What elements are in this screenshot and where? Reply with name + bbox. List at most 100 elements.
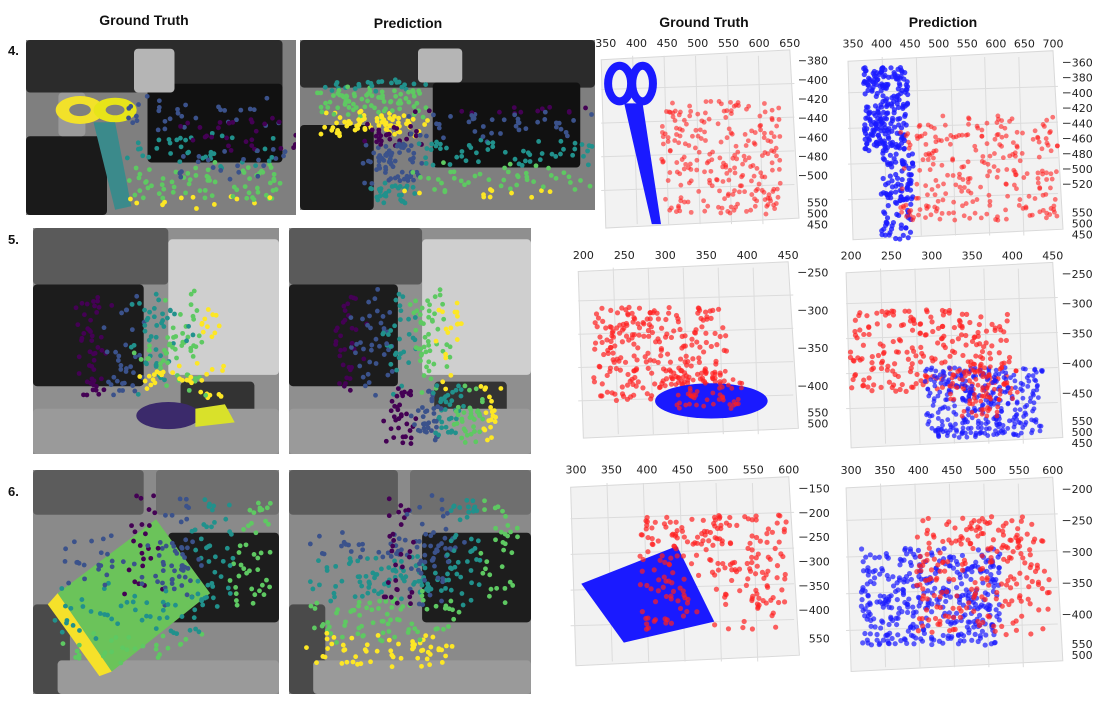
row-label-6: 6.	[8, 484, 19, 499]
svg-text:450: 450	[1042, 249, 1063, 262]
svg-text:250: 250	[614, 249, 635, 262]
svg-text:440: 440	[807, 112, 828, 125]
svg-text:400: 400	[737, 249, 758, 262]
row-label-5: 5.	[8, 232, 19, 247]
svg-text:450: 450	[657, 37, 678, 50]
plot-3d-r6-prediction: 300 350 400 450 500 550 600 200 250 300 350 400 550 5…	[836, 462, 1093, 678]
plot-3d-r5-prediction: 200 250 300 350 400 450 250 300 350 400 450 550 500 4…	[836, 248, 1093, 454]
svg-text:300: 300	[809, 555, 830, 568]
svg-text:500: 500	[1072, 426, 1093, 439]
svg-text:550: 550	[807, 407, 828, 420]
svg-text:500: 500	[1072, 649, 1093, 662]
svg-text:350: 350	[843, 38, 864, 51]
svg-text:450: 450	[941, 464, 962, 477]
svg-text:250: 250	[807, 266, 828, 279]
svg-text:600: 600	[1042, 464, 1063, 477]
svg-text:550: 550	[1072, 415, 1093, 428]
svg-text:550: 550	[1009, 464, 1030, 477]
svg-text:400: 400	[1002, 249, 1023, 262]
svg-text:350: 350	[1072, 328, 1093, 341]
svg-text:420: 420	[807, 93, 828, 106]
svg-text:300: 300	[565, 464, 586, 477]
svg-text:400: 400	[809, 604, 830, 617]
depth-image-r4-prediction	[300, 40, 595, 210]
plot-3d-r6-ground-truth: 300 350 400 450 500 550 600 150 200 250 300 350 400 5…	[560, 462, 830, 672]
svg-text:300: 300	[1072, 298, 1093, 311]
svg-text:520: 520	[1072, 178, 1093, 191]
svg-text:400: 400	[1072, 87, 1093, 100]
header-prediction-3d: Prediction	[908, 14, 978, 30]
svg-text:450: 450	[778, 249, 799, 262]
svg-text:450: 450	[1072, 229, 1093, 242]
svg-text:400: 400	[908, 464, 929, 477]
svg-text:350: 350	[809, 580, 830, 593]
svg-text:200: 200	[1072, 483, 1093, 496]
svg-text:250: 250	[1072, 515, 1093, 528]
svg-text:200: 200	[841, 249, 862, 262]
svg-text:350: 350	[874, 464, 895, 477]
svg-text:400: 400	[807, 74, 828, 87]
svg-text:500: 500	[807, 207, 828, 220]
svg-text:400: 400	[1072, 357, 1093, 370]
svg-text:300: 300	[1072, 546, 1093, 559]
header-ground-truth-3d: Ground Truth	[659, 14, 749, 30]
svg-text:450: 450	[900, 38, 921, 51]
svg-text:500: 500	[975, 464, 996, 477]
header-ground-truth-depth: Ground Truth	[99, 12, 189, 28]
svg-text:200: 200	[573, 249, 594, 262]
svg-text:550: 550	[809, 633, 830, 646]
svg-text:450: 450	[1072, 387, 1093, 400]
svg-text:350: 350	[696, 249, 717, 262]
depth-image-r5-ground-truth	[33, 228, 279, 454]
svg-text:550: 550	[957, 38, 978, 51]
svg-text:600: 600	[778, 464, 799, 477]
svg-text:250: 250	[881, 249, 902, 262]
svg-text:300: 300	[807, 304, 828, 317]
svg-text:450: 450	[672, 464, 693, 477]
svg-text:300: 300	[655, 249, 676, 262]
svg-text:420: 420	[1072, 102, 1093, 115]
svg-text:500: 500	[928, 38, 949, 51]
svg-text:500: 500	[807, 418, 828, 431]
svg-text:450: 450	[807, 218, 828, 231]
svg-text:600: 600	[985, 38, 1006, 51]
depth-image-r5-prediction	[289, 228, 531, 454]
svg-text:150: 150	[809, 482, 830, 495]
svg-text:700: 700	[1043, 38, 1064, 51]
svg-text:550: 550	[1072, 207, 1093, 220]
plot-3d-r5-ground-truth: 200 250 300 350 400 450 250 300 350 400 550 500	[568, 248, 828, 444]
svg-text:460: 460	[807, 131, 828, 144]
header-prediction-depth: Prediction	[373, 15, 443, 31]
svg-text:400: 400	[626, 37, 647, 50]
svg-text:600: 600	[749, 37, 770, 50]
depth-image-r6-ground-truth	[33, 470, 279, 694]
svg-text:480: 480	[807, 150, 828, 163]
svg-text:350: 350	[601, 464, 622, 477]
svg-text:200: 200	[809, 507, 830, 520]
svg-text:450: 450	[1072, 437, 1093, 450]
svg-text:400: 400	[636, 464, 657, 477]
svg-text:250: 250	[809, 531, 830, 544]
svg-text:550: 550	[1072, 638, 1093, 651]
row-label-4: 4.	[8, 43, 19, 58]
svg-text:500: 500	[707, 464, 728, 477]
svg-text:500: 500	[1072, 218, 1093, 231]
svg-text:380: 380	[1072, 72, 1093, 85]
depth-image-r6-prediction	[289, 470, 531, 694]
svg-text:350: 350	[807, 342, 828, 355]
svg-text:500: 500	[807, 170, 828, 183]
plot-3d-r4-prediction: 350 400 450 500 550 600 650 700 360 380 400 420 440 4…	[838, 36, 1093, 246]
svg-text:460: 460	[1072, 133, 1093, 146]
svg-text:500: 500	[687, 37, 708, 50]
svg-text:500: 500	[1072, 163, 1093, 176]
svg-text:350: 350	[962, 249, 983, 262]
svg-text:650: 650	[779, 37, 800, 50]
depth-image-r4-ground-truth	[26, 40, 296, 215]
svg-text:300: 300	[841, 464, 862, 477]
svg-text:400: 400	[1072, 609, 1093, 622]
svg-text:300: 300	[921, 249, 942, 262]
svg-text:250: 250	[1072, 268, 1093, 281]
svg-text:350: 350	[1072, 577, 1093, 590]
svg-text:440: 440	[1072, 117, 1093, 130]
svg-text:550: 550	[743, 464, 764, 477]
